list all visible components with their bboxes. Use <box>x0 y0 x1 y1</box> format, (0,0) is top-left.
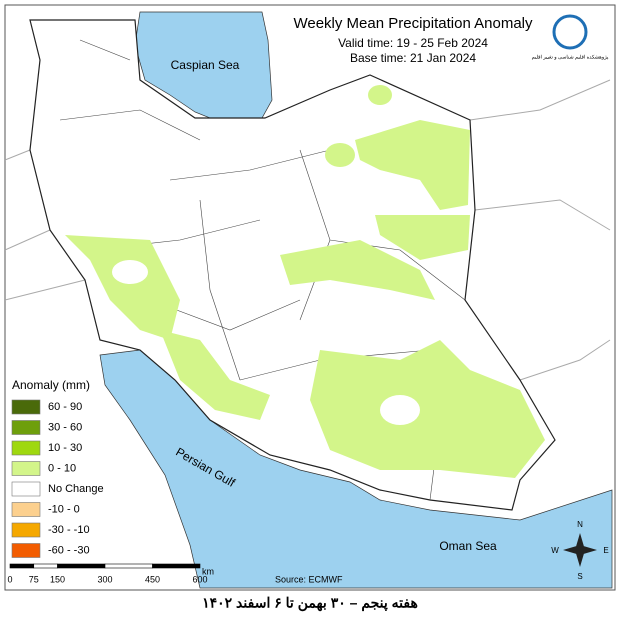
base-time: Base time: 21 Jan 2024 <box>350 51 476 65</box>
compass-e: E <box>603 546 608 555</box>
area <box>325 143 355 167</box>
legend-label: 60 - 90 <box>48 401 82 413</box>
legend-label: -60 - -30 <box>48 544 90 556</box>
source: Source: ECMWF <box>275 574 343 584</box>
logo-text: پژوهشکده اقلیم شناسی و تغییر اقلیم <box>532 54 609 60</box>
compass-w: W <box>551 546 559 555</box>
scale-unit: km <box>202 566 214 576</box>
sea-label: Caspian Sea <box>171 58 240 72</box>
no-change-area <box>112 260 148 284</box>
neighbor-borders <box>4 79 611 381</box>
legend-title: Anomaly (mm) <box>12 378 90 392</box>
scale-segment <box>57 563 106 569</box>
legend-label: 30 - 60 <box>48 421 82 433</box>
legend-swatch <box>11 481 41 497</box>
valid-time: Valid time: 19 - 25 Feb 2024 <box>338 36 488 50</box>
caption: هفته پنجم – ۳۰ بهمن تا ۶ اسفند ۱۴۰۲ <box>202 595 418 612</box>
area <box>375 215 470 260</box>
compass-s: S <box>577 572 582 581</box>
scale-label: 0 <box>7 574 12 584</box>
legend-swatch <box>11 522 41 538</box>
anomaly-0-10 <box>65 85 545 478</box>
legend-swatch <box>11 502 41 517</box>
area <box>355 120 470 210</box>
area <box>310 340 545 478</box>
legend: 60 - 90 30 - 60 10 - 30 0 - 10 No Change -10 … <box>11 399 104 558</box>
area <box>368 85 392 105</box>
legend-swatch <box>11 440 41 456</box>
legend-swatch <box>11 543 41 558</box>
legend-label: 0 - 10 <box>48 462 76 474</box>
scale-label: 300 <box>97 574 112 584</box>
area <box>280 240 435 300</box>
scale-label: 450 <box>145 574 160 584</box>
legend-swatch <box>11 399 41 415</box>
sea-label: Oman Sea <box>439 539 497 553</box>
no-change-area <box>380 395 420 425</box>
logo <box>552 14 588 50</box>
compass-rose <box>563 533 597 567</box>
legend-swatch <box>11 420 41 435</box>
scale-segment <box>33 563 58 569</box>
legend-label: 10 - 30 <box>48 442 82 454</box>
legend-label: -30 - -10 <box>48 524 90 536</box>
scale-segment <box>9 563 35 569</box>
scale-segment <box>152 563 201 569</box>
scale-label: 75 <box>29 574 39 584</box>
compass-n: N <box>577 520 583 529</box>
scale-bar: 0 75 150 300 450 600 <box>7 563 208 584</box>
legend-label: -10 - 0 <box>48 503 80 515</box>
compass: N E S W <box>551 520 608 581</box>
area <box>65 235 180 340</box>
scale-segment <box>104 563 153 569</box>
area <box>160 330 270 420</box>
legend-label: No Change <box>48 483 104 495</box>
scale-label: 150 <box>50 574 65 584</box>
title: Weekly Mean Precipitation Anomaly <box>293 15 533 32</box>
legend-swatch <box>11 461 41 476</box>
scale-label: 600 <box>192 574 207 584</box>
